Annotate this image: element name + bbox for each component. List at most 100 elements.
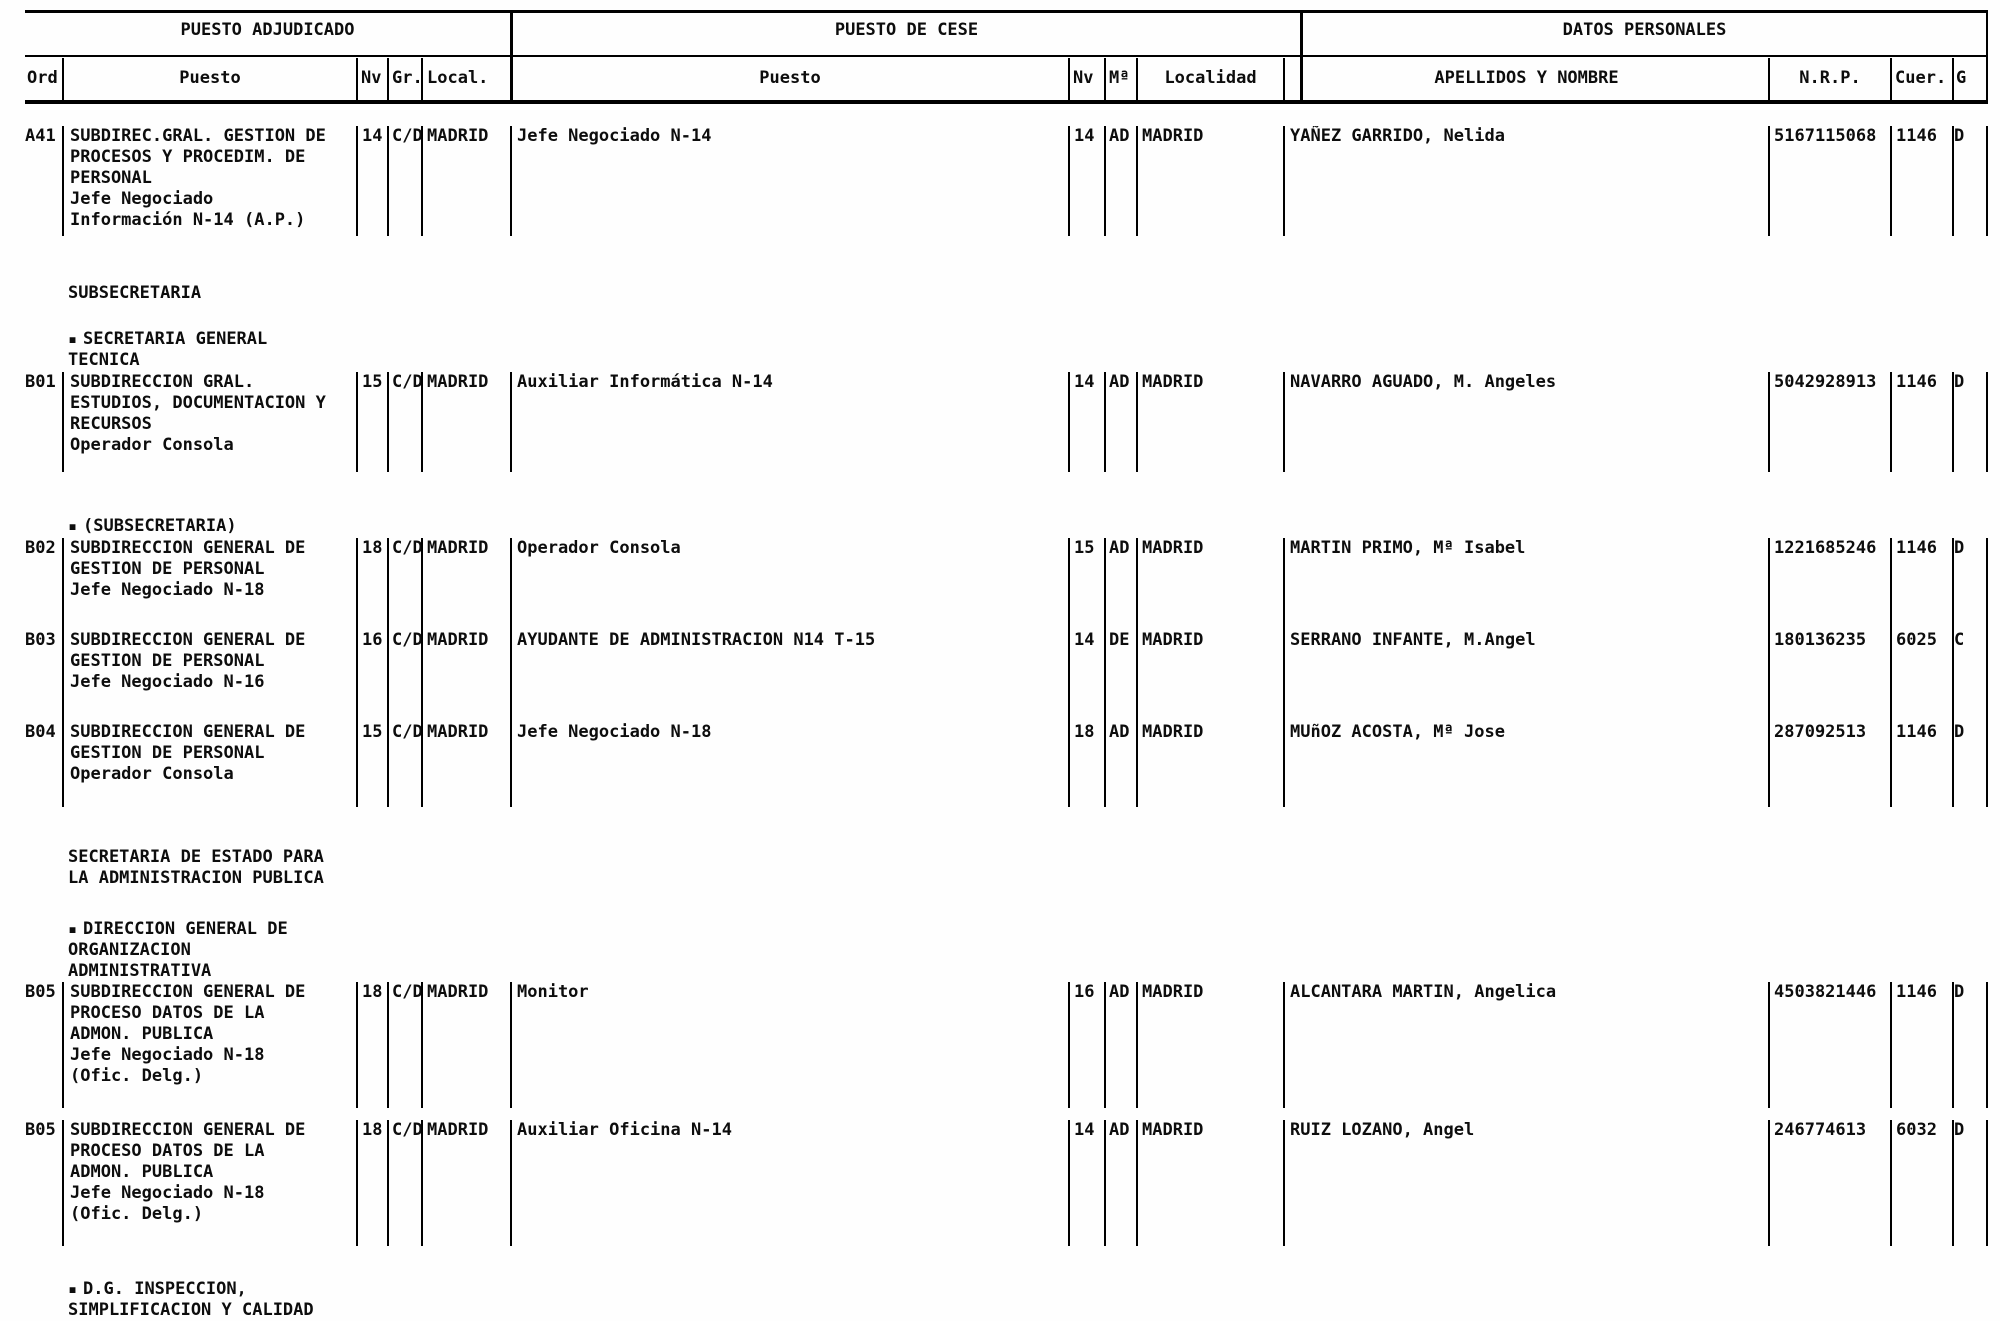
table-row: B05 SUBDIRECCION GENERAL DE PROCESO DATO… bbox=[25, 1120, 1988, 1246]
cuerpo-cell: 1146 bbox=[1890, 126, 1952, 236]
col-puesto-adjudicado: Puesto bbox=[62, 58, 356, 100]
nv-adjudicado-cell: 18 bbox=[356, 1120, 387, 1246]
localidad-cell: MADRID bbox=[1136, 722, 1283, 807]
col-ord: Ord bbox=[27, 68, 58, 88]
ord-cell: A41 bbox=[25, 126, 56, 146]
column-header-row: Ord Puesto Nv Gr. Local. Puesto Nv Mª Lo… bbox=[25, 58, 1988, 100]
section-heading-subsecretaria: SUBSECRETARIA bbox=[68, 262, 398, 304]
apellidos-nombre-cell: YAÑEZ GARRIDO, Nelida bbox=[1283, 126, 1768, 236]
nv-cese-cell: 16 bbox=[1068, 982, 1104, 1108]
col-nv-adjudicado: Nv bbox=[356, 58, 387, 100]
section-heading-text: SECRETARIA GENERAL TECNICA bbox=[68, 329, 268, 370]
grupo-cell: D bbox=[1952, 538, 1988, 635]
nv-cese-cell: 14 bbox=[1068, 1120, 1104, 1246]
ministerio-cell: AD bbox=[1104, 982, 1136, 1108]
grupo-cell: D bbox=[1952, 126, 1988, 236]
section-heading-text: DIRECCION GENERAL DE ORGANIZACION ADMINI… bbox=[68, 919, 288, 981]
ord-cell: B05 bbox=[25, 1120, 56, 1140]
apellidos-nombre-cell: MUñOZ ACOSTA, Mª Jose bbox=[1283, 722, 1768, 807]
header-middle-rule bbox=[25, 55, 1988, 57]
col-apellidos-nombre: APELLIDOS Y NOMBRE bbox=[1283, 58, 1768, 100]
apellidos-nombre-cell: ALCANTARA MARTIN, Angelica bbox=[1283, 982, 1768, 1108]
section-divider-2 bbox=[1300, 10, 1303, 104]
nv-adjudicado-cell: 16 bbox=[356, 630, 387, 727]
nrp-cell: 180136235 bbox=[1768, 630, 1890, 727]
table-row: A41 SUBDIREC.GRAL. GESTION DE PROCESOS Y… bbox=[25, 126, 1988, 236]
local-cell: MADRID bbox=[421, 1120, 510, 1246]
grupo-cell: D bbox=[1952, 722, 1988, 807]
local-cell: MADRID bbox=[421, 372, 510, 472]
nv-adjudicado-cell: 18 bbox=[356, 982, 387, 1108]
local-cell: MADRID bbox=[421, 126, 510, 236]
square-bullet-icon: ▪ bbox=[68, 1280, 78, 1298]
nv-cese-cell: 15 bbox=[1068, 538, 1104, 635]
col-grupo: G bbox=[1952, 58, 1988, 100]
ord-cell: B03 bbox=[25, 630, 56, 650]
localidad-cell: MADRID bbox=[1136, 538, 1283, 635]
puesto-cese-cell: Operador Consola bbox=[510, 538, 1068, 635]
puesto-adjudicado-cell: SUBDIRECCION GENERAL DE GESTION DE PERSO… bbox=[62, 538, 356, 635]
col-puesto-cese: Puesto bbox=[510, 58, 1068, 100]
localidad-cell: MADRID bbox=[1136, 982, 1283, 1108]
localidad-cell: MADRID bbox=[1136, 1120, 1283, 1246]
puesto-adjudicado-cell: SUBDIRECCION GENERAL DE GESTION DE PERSO… bbox=[62, 722, 356, 807]
nv-cese-cell: 14 bbox=[1068, 372, 1104, 472]
ord-cell: B05 bbox=[25, 982, 56, 1002]
table-row: B02 SUBDIRECCION GENERAL DE GESTION DE P… bbox=[25, 538, 1988, 635]
group-title-puesto-de-cese: PUESTO DE CESE bbox=[834, 20, 979, 40]
ministerio-cell: DE bbox=[1104, 630, 1136, 727]
gr-cell: C/D bbox=[387, 982, 421, 1108]
puesto-cese-cell: Monitor bbox=[510, 982, 1068, 1108]
nv-cese-cell: 18 bbox=[1068, 722, 1104, 807]
table-row: B05 SUBDIRECCION GENERAL DE PROCESO DATO… bbox=[25, 982, 1988, 1108]
nv-adjudicado-cell: 18 bbox=[356, 538, 387, 635]
gr-cell: C/D bbox=[387, 722, 421, 807]
section-heading-direccion-general-organizacion: ▪ DIRECCION GENERAL DE ORGANIZACION ADMIN… bbox=[68, 898, 398, 982]
section-heading-secretaria-de-estado: SECRETARIA DE ESTADO PARA LA ADMINISTRAC… bbox=[68, 826, 398, 889]
table-row: B01 SUBDIRECCION GRAL. ESTUDIOS, DOCUMEN… bbox=[25, 372, 1988, 472]
gr-cell: C/D bbox=[387, 126, 421, 236]
puesto-adjudicado-cell: SUBDIRECCION GENERAL DE PROCESO DATOS DE… bbox=[62, 1120, 356, 1246]
apellidos-nombre-cell: MARTIN PRIMO, Mª Isabel bbox=[1283, 538, 1768, 635]
ministerio-cell: AD bbox=[1104, 372, 1136, 472]
section-heading-text: D.G. INSPECCION, SIMPLIFICACION Y CALIDA… bbox=[68, 1279, 314, 1320]
section-divider-1 bbox=[510, 10, 513, 104]
col-nv-cese: Nv bbox=[1068, 58, 1104, 100]
group-title-puesto-adjudicado: PUESTO ADJUDICADO bbox=[180, 20, 355, 40]
section-heading-text: SUBSECRETARIA bbox=[68, 283, 202, 303]
nrp-cell: 287092513 bbox=[1768, 722, 1890, 807]
gr-cell: C/D bbox=[387, 372, 421, 472]
square-bullet-icon: ▪ bbox=[68, 920, 78, 938]
col-gr: Gr. bbox=[387, 58, 421, 100]
col-local: Local. bbox=[421, 58, 510, 100]
ministerio-cell: AD bbox=[1104, 126, 1136, 236]
grupo-cell: D bbox=[1952, 372, 1988, 472]
nrp-cell: 1221685246 bbox=[1768, 538, 1890, 635]
localidad-cell: MADRID bbox=[1136, 630, 1283, 727]
gr-cell: C/D bbox=[387, 630, 421, 727]
grupo-cell: D bbox=[1952, 982, 1988, 1108]
col-cuerpo: Cuer. bbox=[1890, 58, 1952, 100]
square-bullet-icon: ▪ bbox=[68, 330, 78, 348]
puesto-cese-cell: Jefe Negociado N-14 bbox=[510, 126, 1068, 236]
local-cell: MADRID bbox=[421, 982, 510, 1108]
apellidos-nombre-cell: RUIZ LOZANO, Angel bbox=[1283, 1120, 1768, 1246]
gr-cell: C/D bbox=[387, 1120, 421, 1246]
ministerio-cell: AD bbox=[1104, 538, 1136, 635]
apellidos-nombre-cell: SERRANO INFANTE, M.Angel bbox=[1283, 630, 1768, 727]
puesto-adjudicado-cell: SUBDIRECCION GENERAL DE PROCESO DATOS DE… bbox=[62, 982, 356, 1108]
nv-adjudicado-cell: 14 bbox=[356, 126, 387, 236]
local-cell: MADRID bbox=[421, 630, 510, 727]
ord-cell: B01 bbox=[25, 372, 56, 392]
nv-cese-cell: 14 bbox=[1068, 126, 1104, 236]
nrp-cell: 5167115068 bbox=[1768, 126, 1890, 236]
header-right-edge bbox=[1986, 10, 1988, 104]
nrp-cell: 246774613 bbox=[1768, 1120, 1890, 1246]
col-ministerio: Mª bbox=[1104, 58, 1136, 100]
localidad-cell: MADRID bbox=[1136, 372, 1283, 472]
cuerpo-cell: 6025 bbox=[1890, 630, 1952, 727]
puesto-cese-cell: Auxiliar Informática N-14 bbox=[510, 372, 1068, 472]
grupo-cell: C bbox=[1952, 630, 1988, 727]
local-cell: MADRID bbox=[421, 538, 510, 635]
